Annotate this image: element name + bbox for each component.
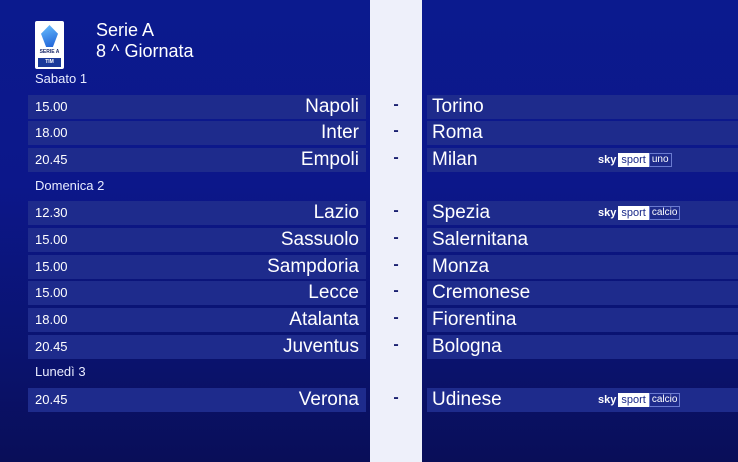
home-team: Empoli xyxy=(300,149,359,170)
day-label: Domenica 2 xyxy=(35,178,105,193)
home-team: Lazio xyxy=(313,202,359,223)
sport-brand: sport xyxy=(618,153,649,167)
channel-name: calcio xyxy=(648,206,681,220)
match-away-row: Roma xyxy=(427,121,738,145)
match-home-row: 20.45 Juventus xyxy=(28,335,366,359)
day-label: Sabato 1 xyxy=(35,71,88,86)
match-separator: - xyxy=(393,256,399,273)
match-time: 15.00 xyxy=(35,259,68,274)
match-home-row: 15.00 Lecce xyxy=(28,281,366,305)
away-team: Udinese xyxy=(432,389,502,410)
match-home-row: 12.30 Lazio xyxy=(28,201,366,225)
away-team: Monza xyxy=(432,256,490,277)
match-away-row: Fiorentina xyxy=(427,308,738,332)
day-label: Lunedì 3 xyxy=(35,364,86,379)
match-time: 15.00 xyxy=(35,232,68,247)
match-home-row: 15.00 Sassuolo xyxy=(28,228,366,252)
sky-brand: sky xyxy=(598,394,617,406)
sport-brand: sport xyxy=(618,206,649,220)
home-team: Atalanta xyxy=(289,309,359,330)
match-time: 20.45 xyxy=(35,392,68,407)
match-away-row: Cremonese xyxy=(427,281,738,305)
logo-sponsor: TIM xyxy=(38,58,61,67)
match-home-row: 20.45 Verona xyxy=(28,388,366,412)
match-separator: - xyxy=(393,282,399,299)
home-team: Inter xyxy=(320,122,359,143)
match-time: 20.45 xyxy=(35,152,68,167)
match-away-row: Torino xyxy=(427,95,738,119)
match-home-row: 15.00 Napoli xyxy=(28,95,366,119)
channel-name: calcio xyxy=(648,393,681,407)
home-team: Napoli xyxy=(305,96,359,117)
match-separator: - xyxy=(393,389,399,406)
league-name: Serie A xyxy=(96,20,155,40)
serie-a-logo: SERIE A TIM xyxy=(35,21,64,69)
match-home-row: 18.00 Inter xyxy=(28,121,366,145)
match-separator: - xyxy=(393,96,399,113)
sky-brand: sky xyxy=(598,154,617,166)
match-home-row: 20.45 Empoli xyxy=(28,148,366,172)
match-time: 18.00 xyxy=(35,312,68,327)
match-time: 18.00 xyxy=(35,125,68,140)
title: Serie A 8 ^ Giornata xyxy=(96,20,194,62)
match-time: 15.00 xyxy=(35,99,68,114)
home-team: Sassuolo xyxy=(280,229,359,250)
home-team: Verona xyxy=(298,389,359,410)
away-team: Fiorentina xyxy=(432,309,517,330)
home-team: Juventus xyxy=(282,336,359,357)
away-team: Bologna xyxy=(432,336,502,357)
match-separator: - xyxy=(393,149,399,166)
away-team: Milan xyxy=(432,149,478,170)
match-away-row: Monza xyxy=(427,255,738,279)
sky-sport-channel-logo: sky sport uno xyxy=(598,153,672,167)
sky-sport-channel-logo: sky sport calcio xyxy=(598,206,681,220)
sky-brand: sky xyxy=(598,207,617,219)
match-home-row: 15.00 Sampdoria xyxy=(28,255,366,279)
match-time: 12.30 xyxy=(35,205,68,220)
match-time: 15.00 xyxy=(35,285,68,300)
match-away-row: Spezia sky sport calcio xyxy=(427,201,738,225)
match-away-row: Bologna xyxy=(427,335,738,359)
away-team: Torino xyxy=(432,96,484,117)
match-away-row: Milan sky sport uno xyxy=(427,148,738,172)
away-team: Spezia xyxy=(432,202,491,223)
match-separator: - xyxy=(393,122,399,139)
match-separator: - xyxy=(393,229,399,246)
match-away-row: Udinese sky sport calcio xyxy=(427,388,738,412)
round-label: 8 ^ Giornata xyxy=(96,41,194,61)
home-team: Sampdoria xyxy=(267,256,359,277)
center-band xyxy=(370,0,422,462)
match-separator: - xyxy=(393,336,399,353)
sport-brand: sport xyxy=(618,393,649,407)
match-separator: - xyxy=(393,202,399,219)
away-team: Salernitana xyxy=(432,229,529,250)
match-away-row: Salernitana xyxy=(427,228,738,252)
logo-text: SERIE A xyxy=(39,49,60,55)
match-home-row: 18.00 Atalanta xyxy=(28,308,366,332)
match-time: 20.45 xyxy=(35,339,68,354)
away-team: Roma xyxy=(432,122,483,143)
serie-a-shield-icon xyxy=(41,25,58,47)
sky-sport-channel-logo: sky sport calcio xyxy=(598,393,681,407)
away-team: Cremonese xyxy=(432,282,531,303)
home-team: Lecce xyxy=(308,282,359,303)
match-separator: - xyxy=(393,309,399,326)
channel-name: uno xyxy=(648,153,672,167)
